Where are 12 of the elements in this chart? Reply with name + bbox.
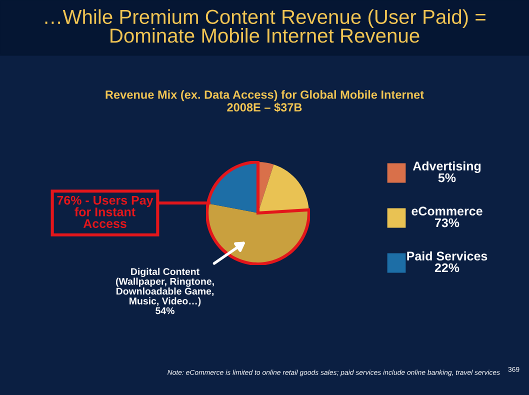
pie-slice: [258, 164, 309, 213]
text: 22%: [434, 263, 460, 272]
text: 73%: [435, 218, 460, 228]
legend-label: eCommerce: [412, 206, 482, 216]
legend-label: Paid Services: [407, 251, 488, 261]
text: 5%: [438, 173, 456, 182]
chart-subtitle: Revenue Mix (ex. Data Access) for Global Mobile Internet 2008E – $37B: [106, 90, 424, 112]
pie-slice: [208, 162, 258, 213]
legend-label: Advertising: [412, 161, 481, 174]
text: 76% - Users Pay for Instant Access: [57, 196, 154, 228]
chart-title: …While Premium Content Revenue (User Paid) = Dominate Mobile Internet Revenue: [45, 9, 486, 43]
text: Digital Content (Wallpaper, Ringtone, Downloadable Game, Music, Video…) 54%: [116, 268, 214, 314]
